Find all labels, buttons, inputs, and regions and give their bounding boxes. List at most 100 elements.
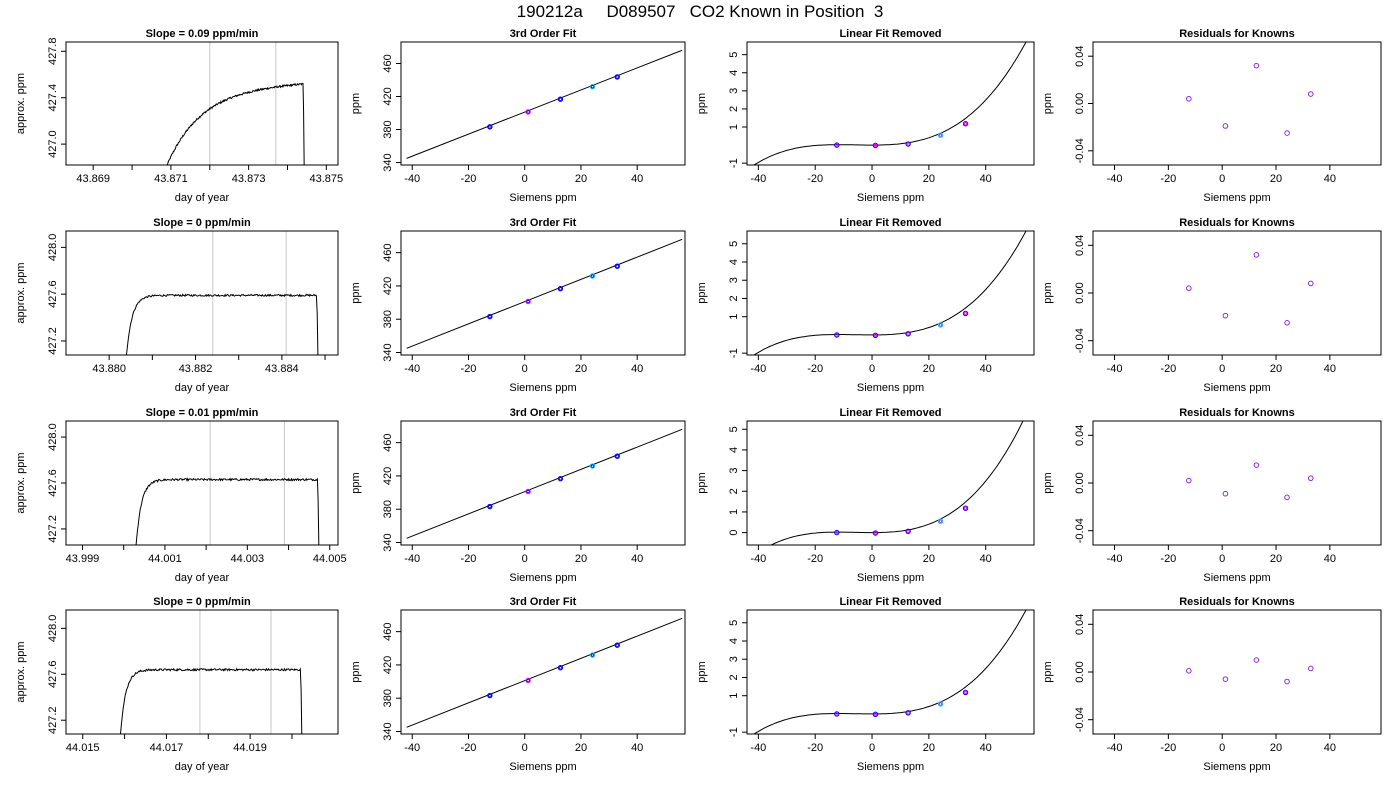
fit-point-inner <box>590 274 595 278</box>
y-tick-label: 2 <box>728 674 740 680</box>
x-axis-label: day of year <box>175 761 230 773</box>
x-tick-label: -40 <box>1107 173 1123 185</box>
known-residual-point <box>1186 95 1192 102</box>
y-tick-label: 4 <box>728 638 740 644</box>
plot-frame <box>65 609 339 735</box>
resid-point <box>962 121 969 127</box>
y-axis-label: approx. ppm <box>15 452 27 513</box>
x-tick-label: -40 <box>404 363 420 375</box>
known-residual-point <box>1253 657 1260 663</box>
x-axis-label: Siemens ppm <box>857 192 924 204</box>
fit-point-inner <box>615 454 619 458</box>
x-tick-label: 0 <box>869 173 875 185</box>
x-axis-label: Siemens ppm <box>1203 382 1270 394</box>
y-tick-label: 380 <box>382 310 394 328</box>
figure-title: 190212a D089507 CO2 Known in Position 3 <box>516 2 884 21</box>
x-tick-label: 40 <box>1324 173 1336 185</box>
cubic-curve <box>769 421 1024 545</box>
resid-point <box>937 518 944 524</box>
resid-point-inner <box>835 333 839 337</box>
resid-point-inner <box>906 142 910 146</box>
x-tick-label: 20 <box>1270 553 1282 565</box>
x-tick-label: -20 <box>807 553 823 565</box>
fit-point-inner <box>488 314 492 319</box>
y-axis-label: ppm <box>696 661 708 682</box>
y-tick-label: 3 <box>728 88 740 94</box>
x-tick-label: 40 <box>631 363 643 375</box>
resid-point <box>937 322 944 328</box>
y-tick-label: 427.2 <box>47 706 59 734</box>
fit-line <box>406 617 683 728</box>
x-tick-label: -40 <box>750 553 766 565</box>
fit-point <box>557 475 564 482</box>
plot-area <box>753 610 1027 734</box>
fit-line <box>406 238 683 349</box>
x-axis-label: day of year <box>175 192 230 204</box>
y-axis-label: ppm <box>1042 661 1054 682</box>
x-tick-label: 20 <box>923 363 935 375</box>
fit-point-inner <box>558 286 563 291</box>
y-tick-label: 427.2 <box>47 515 59 543</box>
x-tick-label: 20 <box>575 173 587 185</box>
fit-point <box>487 313 493 320</box>
x-tick-label: 44.003 <box>231 553 265 565</box>
y-tick-label: -1 <box>728 158 740 168</box>
y-tick-label: 0.04 <box>1074 45 1086 66</box>
y-tick-label: -1 <box>728 727 740 737</box>
y-tick-label: 427.6 <box>47 280 59 308</box>
x-tick-label: 0 <box>869 363 875 375</box>
plot-area <box>406 428 683 539</box>
known-residual-point <box>1307 280 1314 287</box>
resid-point-inner <box>938 519 943 523</box>
plot-area <box>1186 462 1314 501</box>
x-tick-label: 40 <box>980 553 992 565</box>
panel-resid_fit-4: Linear Fit Removed Siemens ppm ppm -40 -20 0 2… <box>696 596 1035 773</box>
fit-point-inner <box>488 693 492 698</box>
plot-frame <box>400 230 686 356</box>
x-tick-label: 40 <box>980 742 992 754</box>
x-axis-label: Siemens ppm <box>857 382 924 394</box>
plot-area <box>753 42 1027 165</box>
y-tick-label: 0.04 <box>1074 425 1086 446</box>
y-tick-label: 5 <box>728 241 740 247</box>
y-tick-label: 340 <box>382 343 394 361</box>
y-axis-label: ppm <box>350 661 362 682</box>
known-residual-point <box>1284 320 1290 326</box>
y-tick-label: -0.04 <box>1074 138 1086 163</box>
plot-frame <box>65 41 339 166</box>
panel-trace-2: Slope = 0 ppm/min day of year approx. ppm 4… <box>15 217 339 394</box>
y-tick-label: 460 <box>382 243 394 261</box>
x-axis-label: day of year <box>175 572 230 584</box>
x-tick-label: -40 <box>1107 742 1123 754</box>
x-tick-label: 20 <box>1270 173 1282 185</box>
fit-point <box>525 109 531 115</box>
x-tick-label: 44.019 <box>233 742 267 754</box>
panel-title: Linear Fit Removed <box>839 217 941 229</box>
known-residual-point <box>1222 490 1229 497</box>
plot-frame <box>1092 609 1382 735</box>
plot-area <box>135 421 320 545</box>
y-tick-label: 5 <box>728 426 740 432</box>
x-tick-label: 20 <box>575 363 587 375</box>
resid-point-inner <box>873 143 878 148</box>
panel-knowns-3: Residuals for Knowns Siemens ppm ppm -40 -20… <box>1042 407 1382 584</box>
x-tick-label: 20 <box>1270 742 1282 754</box>
resid-point-inner <box>906 529 910 533</box>
panel-title: Slope = 0.01 ppm/min <box>146 407 259 419</box>
x-tick-label: 0 <box>869 742 875 754</box>
known-residual-point <box>1253 462 1260 468</box>
y-tick-label: 1 <box>728 314 740 320</box>
fit-point-inner <box>558 476 563 481</box>
fit-point-inner <box>615 75 619 79</box>
fit-point <box>487 124 493 130</box>
resid-point <box>834 332 840 338</box>
y-tick-label: 2 <box>728 106 740 112</box>
fit-point <box>557 96 564 102</box>
y-tick-label: 5 <box>728 620 740 626</box>
fit-point <box>557 285 564 292</box>
y-tick-label: 420 <box>382 656 394 674</box>
fit-point <box>525 677 531 684</box>
known-residual-point <box>1307 475 1314 482</box>
panel-fit-3: 3rd Order Fit Siemens ppm ppm -40 -20 0 20 40 34… <box>350 407 686 584</box>
